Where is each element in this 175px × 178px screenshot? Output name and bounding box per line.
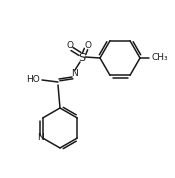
Text: CH₃: CH₃ — [152, 54, 169, 62]
Text: HO: HO — [26, 75, 40, 85]
Text: O: O — [85, 41, 92, 49]
Text: S: S — [78, 53, 86, 63]
Text: N: N — [71, 69, 77, 78]
Text: N: N — [37, 134, 44, 143]
Text: O: O — [66, 41, 74, 49]
